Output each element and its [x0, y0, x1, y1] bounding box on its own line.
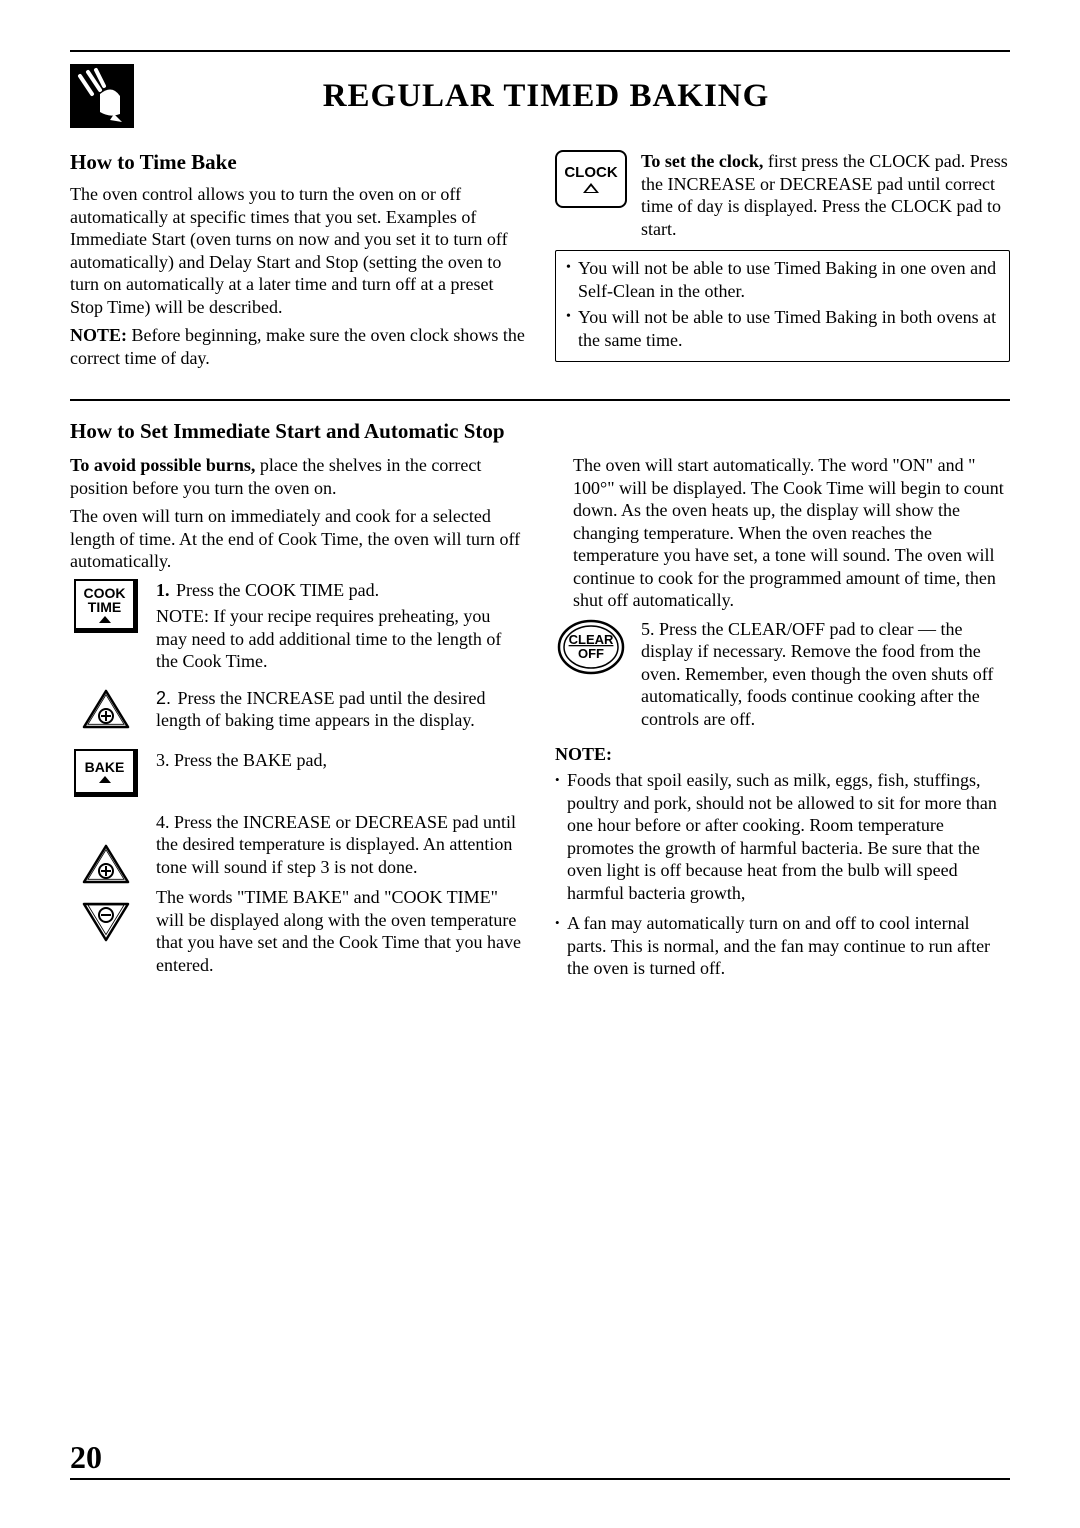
step-3-text: 3. Press the BAKE pad,: [156, 749, 327, 797]
box-item-1: You will not be able to use Timed Baking…: [566, 257, 999, 302]
footer-rule: [70, 1478, 1010, 1480]
auto-start-paragraph: The oven will start automatically. The w…: [555, 454, 1010, 612]
left-column: How to Time Bake The oven control allows…: [70, 150, 525, 375]
increase-decrease-icons: [70, 811, 142, 977]
page-title: REGULAR TIMED BAKING: [146, 78, 1010, 115]
timed-baking-icon: [70, 64, 134, 128]
section-immediate-start: How to Set Immediate Start and Automatic…: [70, 419, 1010, 990]
intro-paragraph: The oven control allows you to turn the …: [70, 183, 525, 318]
step2-body: Press the INCREASE pad until the desired…: [156, 688, 485, 731]
step-5-text: 5. Press the CLEAR/OFF pad to clear — th…: [641, 618, 1010, 731]
clock-pad: CLOCK: [555, 150, 627, 208]
auto-off-paragraph: The oven will turn on immediately and co…: [70, 505, 525, 573]
notes-bullet-2: A fan may automatically turn on and off …: [555, 912, 1010, 980]
step1-num: 1.: [156, 580, 170, 600]
up-arrow-icon: [583, 183, 599, 193]
steps-right-column: The oven will start automatically. The w…: [555, 454, 1010, 990]
mini-up-arrow-icon: [99, 616, 111, 623]
steps-left-column: To avoid possible burns, place the shelv…: [70, 454, 525, 990]
svg-text:OFF: OFF: [578, 646, 604, 661]
step-5: CLEAR OFF 5. Press the CLEAR/OFF pad to …: [555, 618, 1010, 731]
cook-time-pad-icon: COOK TIME: [70, 579, 142, 673]
limitations-box: You will not be able to use Timed Baking…: [555, 250, 1010, 362]
header: REGULAR TIMED BAKING: [70, 64, 1010, 128]
box-item-2: You will not be able to use Timed Baking…: [566, 306, 999, 351]
note-text: Before beginning, make sure the oven clo…: [70, 325, 525, 368]
section-how-to-time-bake: How to Time Bake The oven control allows…: [70, 150, 1010, 375]
svg-text:CLEAR: CLEAR: [569, 632, 614, 647]
notes-list: Foods that spoil easily, such as milk, e…: [555, 769, 1010, 980]
step-2-text: 2. Press the INCREASE pad until the desi…: [156, 687, 525, 735]
step-1: COOK TIME 1. Press the COOK TIME pad. NO…: [70, 579, 525, 673]
bake-label: BAKE: [85, 760, 125, 774]
page-number: 20: [70, 1439, 102, 1476]
step1-note: NOTE: If your recipe requires preheating…: [156, 605, 525, 673]
increase-pad-icon: [70, 687, 142, 735]
step-2: 2. Press the INCREASE pad until the desi…: [70, 687, 525, 735]
note-paragraph: NOTE: Before beginning, make sure the ov…: [70, 324, 525, 369]
clock-instructions: To set the clock, first press the CLOCK …: [641, 150, 1010, 240]
step4-body: 4. Press the INCREASE or DECREASE pad un…: [156, 811, 525, 879]
cook-label-2: TIME: [88, 600, 121, 614]
section2-heading: How to Set Immediate Start and Automatic…: [70, 419, 1010, 444]
clock-row: CLOCK To set the clock, first press the …: [555, 150, 1010, 240]
step-4: 4. Press the INCREASE or DECREASE pad un…: [70, 811, 525, 977]
burn-warning: To avoid possible burns, place the shelv…: [70, 454, 525, 499]
section1-heading: How to Time Bake: [70, 150, 525, 175]
clock-pad-label: CLOCK: [564, 165, 617, 180]
step2-num: 2.: [156, 688, 171, 708]
clock-bold: To set the clock,: [641, 151, 763, 171]
step-1-text: 1. Press the COOK TIME pad. NOTE: If you…: [156, 579, 525, 673]
step4-sub: The words "TIME BAKE" and "COOK TIME" wi…: [156, 886, 525, 976]
note-label: NOTE:: [70, 325, 127, 345]
bake-pad-icon: BAKE: [70, 749, 142, 797]
cook-label-1: COOK: [84, 586, 126, 600]
notes-bullet-1: Foods that spoil easily, such as milk, e…: [555, 769, 1010, 904]
step-3: BAKE 3. Press the BAKE pad,: [70, 749, 525, 797]
clear-off-pad-icon: CLEAR OFF: [555, 618, 627, 731]
burn-warning-bold: To avoid possible burns,: [70, 455, 255, 475]
right-column: CLOCK To set the clock, first press the …: [555, 150, 1010, 375]
section-divider: [70, 399, 1010, 401]
step-4-text: 4. Press the INCREASE or DECREASE pad un…: [156, 811, 525, 977]
step1-body: Press the COOK TIME pad.: [172, 580, 380, 600]
note-heading: NOTE:: [555, 744, 1010, 765]
mini-up-arrow-icon-2: [99, 776, 111, 783]
top-rule: [70, 50, 1010, 52]
